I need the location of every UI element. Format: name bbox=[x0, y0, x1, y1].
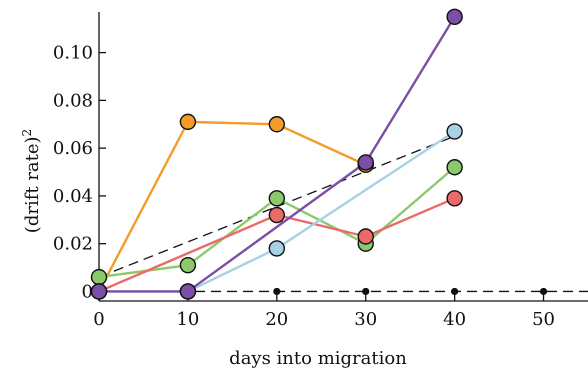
data-point bbox=[179, 256, 197, 274]
data-point bbox=[446, 123, 463, 140]
y-tick-label: 0.08 bbox=[53, 90, 93, 111]
data-point bbox=[357, 228, 374, 245]
data-point bbox=[268, 206, 286, 224]
data-point bbox=[90, 268, 108, 286]
y-axis-title-superscript: 2 bbox=[20, 129, 34, 137]
series-points bbox=[90, 8, 463, 300]
data-point bbox=[446, 190, 463, 207]
x-tick-label: 0 bbox=[93, 309, 104, 330]
x-axis-title: days into migration bbox=[229, 348, 407, 369]
series-line bbox=[98, 197, 456, 293]
y-tick-label: 0 bbox=[82, 281, 93, 302]
y-tick-label: 0.10 bbox=[53, 43, 93, 64]
baseline-points bbox=[273, 287, 548, 296]
baseline-point bbox=[362, 287, 370, 296]
data-point bbox=[446, 159, 463, 176]
series-line bbox=[99, 16, 456, 293]
y-tick-label: 0.02 bbox=[53, 234, 93, 255]
x-tick-label: 20 bbox=[265, 309, 288, 330]
data-point bbox=[268, 190, 286, 207]
y-tick-label: 0.04 bbox=[53, 186, 93, 207]
data-point bbox=[90, 283, 108, 300]
data-point bbox=[268, 116, 286, 133]
data-point bbox=[357, 154, 374, 171]
axes: 0 10 20 30 40 50 0 0.02 0.04 0.06 0.08 0.10 bbox=[53, 12, 588, 330]
x-tick-label: 50 bbox=[532, 309, 555, 330]
y-axis-title: (drift rate)2 bbox=[20, 129, 43, 233]
series-line bbox=[97, 120, 367, 293]
y-axis-title-text: (drift rate) bbox=[22, 136, 43, 233]
data-point bbox=[179, 283, 197, 300]
baseline-point bbox=[539, 287, 548, 296]
data-point bbox=[268, 240, 286, 257]
x-tick-label: 10 bbox=[176, 309, 199, 330]
x-tick-label: 30 bbox=[354, 309, 377, 330]
x-tick-label: 40 bbox=[443, 309, 466, 330]
y-tick-label: 0.06 bbox=[53, 138, 93, 159]
data-point bbox=[179, 113, 197, 131]
data-point bbox=[446, 8, 463, 25]
baseline-point bbox=[451, 287, 459, 296]
baseline-point bbox=[273, 287, 281, 296]
